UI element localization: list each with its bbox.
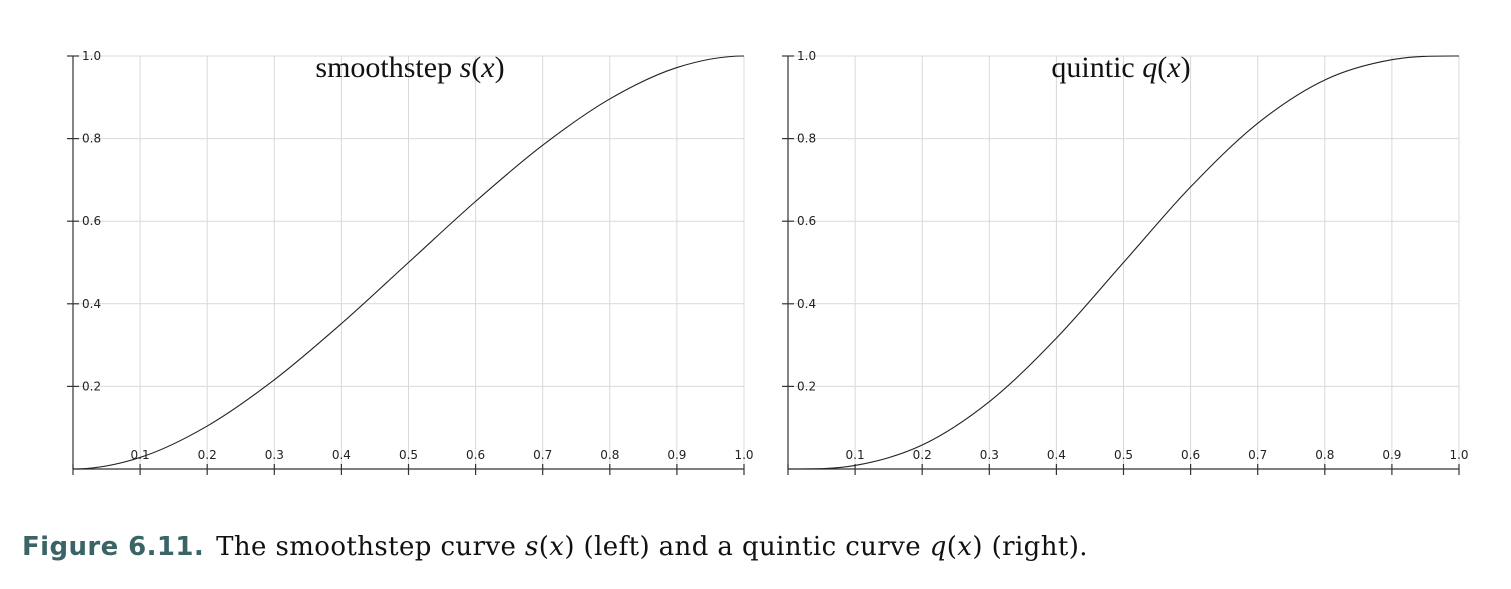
chart-title: smoothstep s(x) [315, 51, 504, 84]
quintic-chart: 0.1 0.2 0.3 0.4 0.5 0.6 0.7 0.8 0.9 1.0 0.2 0.4 0.6 0… [782, 49, 1469, 475]
chart-title-part: ) [495, 51, 505, 84]
caption-text-3: (right). [982, 532, 1088, 562]
caption-text-2: (left) and a quintic curve [574, 532, 930, 562]
chart-title-part: ( [471, 51, 481, 84]
x-tick-label: 0.5 [1114, 448, 1133, 462]
x-tick-label: 0.8 [600, 448, 619, 462]
caption-paren-open-2: ( [946, 532, 958, 562]
x-tick-label: 0.9 [1382, 448, 1401, 462]
chart-title-part: quintic [1051, 51, 1142, 84]
figure-charts: 0.1 0.2 0.3 0.4 0.5 0.6 0.7 0.8 0.9 1.0 0.2 0.4 0.6 0… [67, 49, 1469, 475]
x-tick-label: 0.3 [980, 448, 999, 462]
y-tick-label: 0.4 [797, 297, 816, 311]
x-tick-label: 0.3 [265, 448, 284, 462]
x-tick-label: 0.2 [913, 448, 932, 462]
x-tick-label: 0.7 [1248, 448, 1267, 462]
caption-var-2: x [957, 532, 973, 562]
caption-text-1: The smoothstep curve [216, 532, 525, 562]
y-tick-label: 0.2 [82, 379, 101, 393]
y-tick-label: 0.4 [82, 297, 101, 311]
series-line [72, 55, 745, 470]
chart-title-part: smoothstep [315, 51, 459, 84]
x-tick-label: 0.4 [1047, 448, 1066, 462]
caption-func-1: s [524, 532, 539, 562]
figure-caption: Figure 6.11. The smoothstep curve s(x) (l… [22, 532, 1088, 562]
x-tick-label: 1.0 [1449, 448, 1468, 462]
chart-title: quintic q(x) [1051, 51, 1190, 84]
x-tick-label: 0.4 [332, 448, 351, 462]
x-tick-label: 0.5 [399, 448, 418, 462]
x-tick-label: 0.2 [198, 448, 217, 462]
y-tick-label: 0.2 [797, 379, 816, 393]
caption-func-2: q [929, 532, 947, 562]
chart-title-part: ) [1181, 51, 1191, 84]
caption-paren-close-1: ) [564, 532, 575, 562]
chart-title-part: ( [1157, 51, 1167, 84]
caption-var-1: x [549, 532, 565, 562]
y-tick-label: 0.8 [82, 132, 101, 146]
y-tick-label: 0.8 [797, 132, 816, 146]
x-tick-label: 0.6 [466, 448, 485, 462]
y-tick-label: 1.0 [797, 49, 816, 63]
series-line [787, 55, 1460, 470]
caption-paren-open-1: ( [538, 532, 550, 562]
x-tick-label: 0.9 [667, 448, 686, 462]
y-tick-label: 0.6 [797, 214, 816, 228]
chart-title-part: s [460, 51, 472, 84]
x-tick-label: 1.0 [734, 448, 753, 462]
smoothstep-chart: 0.1 0.2 0.3 0.4 0.5 0.6 0.7 0.8 0.9 1.00.20.40.60… [67, 49, 754, 475]
x-tick-label: 0.6 [1181, 448, 1200, 462]
y-tick-label: 0.6 [82, 214, 101, 228]
x-tick-label: 0.7 [533, 448, 552, 462]
chart-title-part: x [1166, 51, 1181, 84]
x-tick-label: 0.8 [1315, 448, 1334, 462]
y-tick-label: 1.0 [82, 49, 101, 63]
chart-title-part: x [480, 51, 495, 84]
chart-title-part: q [1142, 51, 1157, 84]
caption-paren-close-2: ) [972, 532, 983, 562]
caption-label: Figure 6.11. [22, 532, 205, 562]
x-tick-label: 0.1 [846, 448, 865, 462]
